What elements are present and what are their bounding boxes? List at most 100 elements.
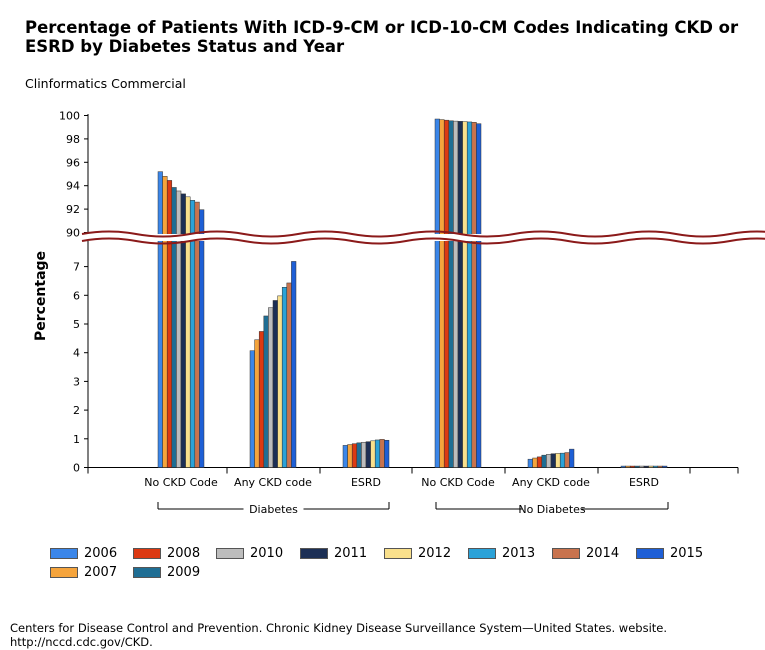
bar: [347, 444, 353, 468]
y-tick-label: 2: [73, 404, 80, 417]
y-tick-label: 1: [73, 433, 80, 446]
bar: [291, 261, 297, 468]
bar: [351, 443, 358, 468]
bar: [361, 441, 367, 468]
y-tick-label: 4: [73, 347, 80, 360]
axes: 90 92 94 96 98 100 0 1 2 3 4 5 6 7 No CKD Code Any CKD …: [59, 110, 739, 516]
bar: [342, 445, 348, 468]
bar: [625, 465, 631, 468]
legend-item: 2009: [133, 565, 200, 580]
bar: [384, 439, 390, 468]
legend-swatch: [50, 567, 78, 578]
bar: [434, 118, 440, 468]
legend-label: 2009: [167, 565, 201, 580]
bar: [176, 190, 182, 468]
bar: [639, 465, 645, 468]
legend-item: 2014: [552, 546, 619, 561]
bar: [258, 331, 265, 468]
x-tick-label: Any CKD code: [234, 476, 312, 489]
chart-title: Percentage of Patients With ICD-9-CM or …: [25, 18, 739, 56]
bar: [453, 120, 459, 468]
bar: [448, 120, 454, 468]
bar: [657, 465, 663, 468]
bar: [199, 209, 205, 468]
bar: [620, 465, 626, 468]
bar: [662, 465, 668, 468]
legend-item: 2007: [50, 565, 117, 580]
axis-break-line: [81, 237, 765, 245]
bar: [272, 300, 278, 468]
legend-label: 2012: [418, 546, 452, 561]
axis-break-band: [82, 234, 744, 241]
bar: [457, 121, 463, 468]
legend-item: 2013: [468, 546, 535, 561]
legend-swatch: [552, 548, 580, 559]
legend-swatch: [384, 548, 412, 559]
y-tick-label: 3: [73, 375, 80, 388]
bar: [171, 187, 177, 468]
bar: [286, 282, 292, 468]
y-tick-label: 96: [66, 156, 80, 169]
bar: [471, 122, 477, 468]
x-tick-label: ESRD: [629, 476, 659, 489]
x-tick-label: Any CKD code: [512, 476, 590, 489]
bar: [643, 465, 649, 468]
y-tick-label: 98: [66, 133, 80, 146]
y-tick-label: 90: [66, 227, 80, 240]
y-tick-label: 6: [73, 289, 80, 302]
legend-item: 2012: [384, 546, 451, 561]
group-label: Diabetes: [249, 503, 298, 516]
axis-break-line: [81, 230, 765, 238]
bar: [254, 339, 260, 468]
bar: [439, 119, 445, 468]
legend-label: 2014: [586, 546, 620, 561]
legend-swatch: [133, 567, 161, 578]
bar: [466, 121, 473, 468]
x-tick-label: No CKD Code: [421, 476, 495, 489]
legend-swatch: [636, 548, 664, 559]
bar: [559, 452, 566, 468]
legend-label: 2011: [334, 546, 368, 561]
axis-break: [81, 230, 765, 245]
bar: [536, 456, 543, 468]
bar: [356, 442, 362, 468]
source-citation: Centers for Disease Control and Preventi…: [10, 621, 667, 649]
bar: [249, 350, 255, 468]
x-tick-label: No CKD Code: [144, 476, 218, 489]
legend-label: 2006: [84, 546, 118, 561]
legend-item: 2010: [216, 546, 283, 561]
legend-swatch: [468, 548, 496, 559]
bar: [263, 315, 269, 468]
bar: [569, 448, 575, 468]
bar: [268, 307, 274, 468]
legend-swatch: [300, 548, 328, 559]
y-axis-label: Percentage: [33, 251, 49, 341]
bar: [629, 465, 636, 468]
bar: [541, 454, 547, 468]
bar: [652, 465, 659, 468]
y-tick-label: 5: [73, 318, 80, 331]
bar: [634, 465, 640, 468]
bar: [462, 121, 468, 468]
y-tick-label: 0: [73, 462, 80, 475]
bar: [532, 457, 538, 468]
legend-swatch: [133, 548, 161, 559]
y-tick-label: 7: [73, 261, 80, 274]
y-tick-label: 92: [66, 203, 80, 216]
group-label: No Diabetes: [518, 503, 586, 516]
bar: [277, 295, 283, 468]
bar: [527, 458, 533, 468]
legend-label: 2007: [84, 565, 118, 580]
bar: [476, 123, 482, 468]
y-tick-label: 100: [59, 110, 80, 123]
legend-label: 2015: [670, 546, 704, 561]
x-tick-label: ESRD: [351, 476, 381, 489]
bar: [379, 439, 385, 468]
bar: [281, 287, 288, 468]
bar: [157, 171, 163, 468]
legend-item: 2011: [300, 546, 367, 561]
bar: [648, 465, 654, 468]
legend-label: 2008: [167, 546, 201, 561]
legend-label: 2010: [250, 546, 284, 561]
y-tick-label: 94: [66, 180, 80, 193]
